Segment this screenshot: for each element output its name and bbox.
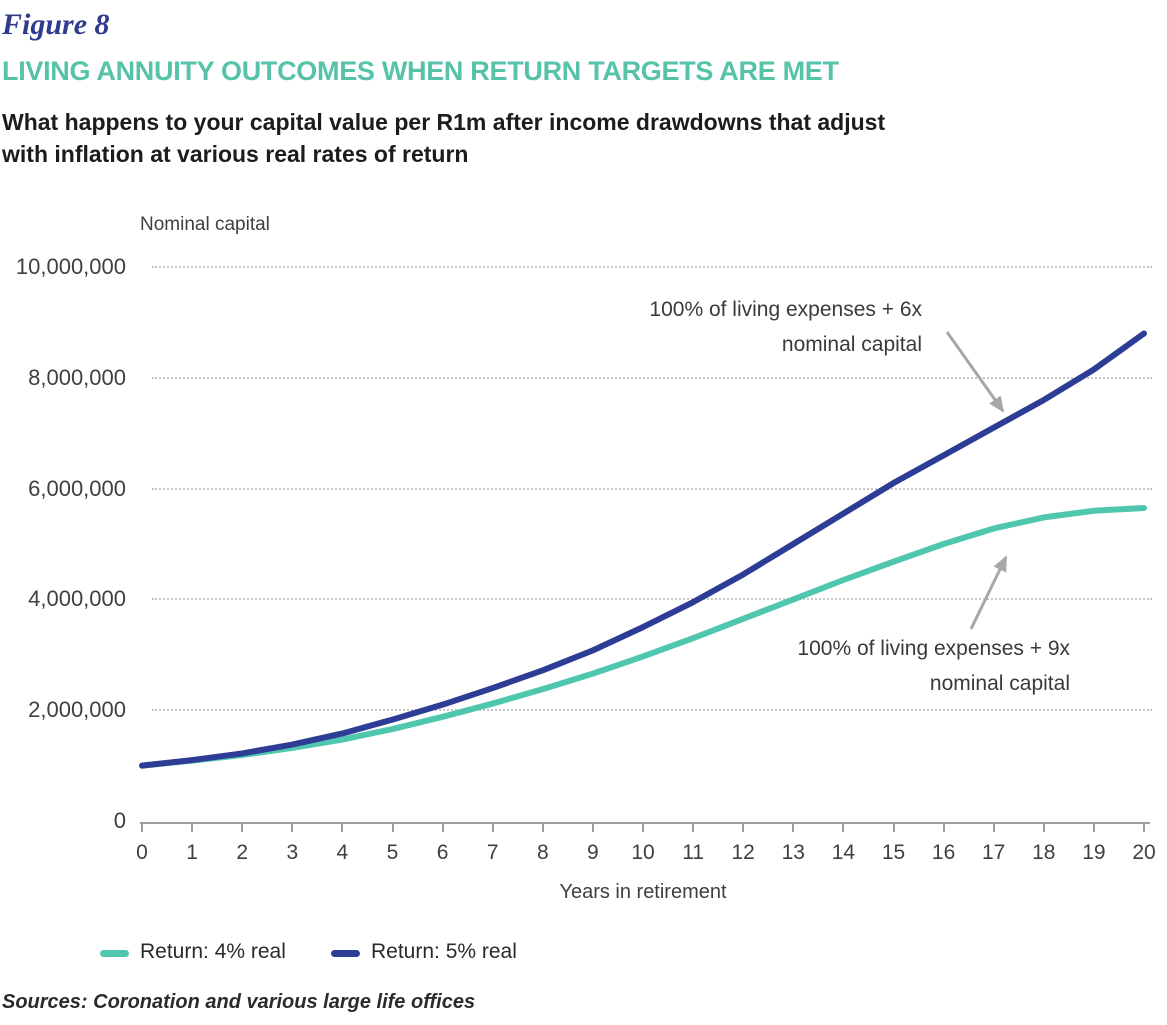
x-tick-mark [591,824,594,832]
gridline-2,000,000 [152,709,1152,712]
x-tick-mark [541,824,544,832]
y-tick-label: 6,000,000 [28,475,126,501]
x-tick-mark [341,824,344,832]
annotation-line: nominal capital [781,333,922,356]
x-tick-mark [992,824,995,832]
x-tick-label: 3 [286,841,299,864]
x-tick-label: 18 [1032,841,1056,864]
gridline-10,000,000 [152,266,1152,268]
annotation-5pct-outcome: 100% of living expenses + 6x nominal cap… [649,292,922,362]
y-axis-title: Nominal capital [140,214,270,235]
x-tick-label: 6 [436,841,449,864]
x-tick-label: 16 [931,841,956,864]
figure-title: LIVING ANNUITY OUTCOMES WHEN RETURN TARG… [2,56,839,86]
x-tick-label: 10 [631,841,655,864]
x-tick-mark [1042,824,1045,832]
gridline-6,000,000 [152,487,1152,490]
gridline-8,000,000 [152,376,1152,379]
x-tick-label: 11 [682,841,704,864]
annotation-arrow-to-5pct-line [945,331,1005,413]
x-tick-mark [642,824,644,832]
annotation-line: nominal capital [929,672,1070,695]
legend-label-4pct-real: Return: 4% real [140,940,286,963]
y-tick-label: 10,000,000 [15,254,126,279]
x-axis-line [140,822,1150,824]
x-tick-mark [141,824,143,832]
x-tick-mark [742,824,745,832]
x-tick-mark [441,824,444,832]
x-tick-label: 12 [731,841,755,864]
x-tick-label: 2 [236,841,249,864]
x-tick-label: 13 [781,841,805,864]
y-tick-label: 4,000,000 [28,586,126,612]
x-tick-mark [391,824,394,832]
x-axis-title: Years in retirement [559,881,727,903]
legend-label-5pct-real: Return: 5% real [371,940,517,963]
figure-subtitle: What happens to your capital value per R… [2,106,885,170]
x-tick-mark [191,824,194,832]
x-tick-label: 4 [336,841,349,864]
x-tick-label: 17 [982,841,1006,864]
x-tick-mark [792,824,795,832]
y-tick-label: 0 [113,808,126,833]
x-tick-label: 20 [1132,841,1156,864]
legend-swatch-5pct-real [331,950,360,957]
x-tick-label: 9 [587,841,599,864]
x-tick-mark [842,824,845,832]
x-tick-mark [692,824,695,832]
annotation-4pct-outcome: 100% of living expenses + 9x nominal cap… [797,631,1070,701]
gridline-4,000,000 [152,598,1152,601]
subtitle-line-1: What happens to your capital value per R… [2,109,886,135]
sources-note: Sources: Coronation and various large li… [2,991,476,1013]
x-tick-mark [1143,824,1145,832]
x-tick-mark [892,824,895,832]
x-tick-mark [491,824,494,832]
x-tick-label: 0 [136,841,148,864]
x-tick-label: 19 [1082,841,1106,864]
x-tick-mark [1092,824,1095,832]
subtitle-line-2: with inflation at various real rates of … [2,141,469,167]
x-tick-label: 14 [831,841,856,864]
legend-swatch-4pct-real [100,950,129,957]
x-tick-label: 1 [186,841,198,864]
y-tick-label: 2,000,000 [28,697,126,723]
x-tick-label: 7 [486,841,499,864]
figure-label: Figure 8 [2,8,110,41]
x-tick-mark [942,824,945,832]
x-tick-mark [291,824,294,832]
annotation-line: 100% of living expenses + 9x [797,637,1070,660]
x-tick-label: 8 [536,841,549,864]
y-tick-label: 8,000,000 [28,364,126,390]
annotation-line: 100% of living expenses + 6x [649,298,922,321]
x-tick-label: 15 [881,841,906,864]
x-tick-mark [241,824,244,832]
x-tick-label: 5 [386,841,399,864]
annotation-arrow-to-4pct-line [969,555,1008,630]
